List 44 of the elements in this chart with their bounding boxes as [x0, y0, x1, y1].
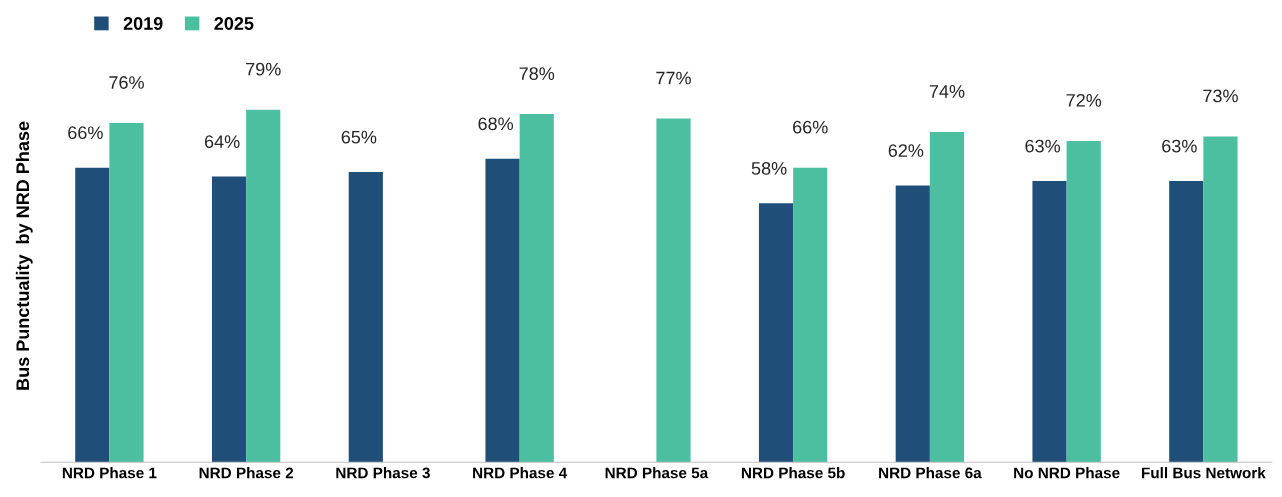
data-label: 76% — [109, 76, 144, 89]
x-tick-label: NRD Phase 5b — [741, 467, 845, 479]
data-label: 64% — [204, 135, 240, 149]
bar — [929, 131, 965, 463]
bar — [656, 118, 691, 463]
bar — [109, 123, 144, 463]
x-tick-label: NRD Phase 1 — [62, 467, 157, 479]
bar — [485, 158, 520, 463]
legend-label: 2019 — [123, 17, 163, 30]
data-label: 68% — [478, 117, 514, 131]
data-label: 77% — [656, 71, 691, 85]
data-label: 65% — [341, 130, 377, 144]
bar — [246, 109, 281, 463]
bar — [75, 167, 110, 463]
x-tick-label: NRD Phase 4 — [473, 467, 568, 479]
bar — [1032, 181, 1067, 463]
y-axis-title: Bus Punctuality by NRD Phase — [15, 121, 33, 390]
data-label: 73% — [1203, 89, 1238, 103]
data-label: 78% — [519, 67, 555, 80]
bar — [895, 185, 930, 463]
data-label: 79% — [246, 62, 281, 76]
x-tick-label: NRD Phase 6a — [879, 467, 982, 479]
x-tick-label: Full Bus Network — [1142, 467, 1266, 479]
data-label: 63% — [1025, 139, 1061, 153]
bar — [211, 176, 247, 463]
bar — [758, 203, 794, 463]
bar — [1066, 140, 1101, 463]
x-tick-label: NRD Phase 3 — [336, 467, 430, 479]
data-label: 72% — [1066, 93, 1102, 107]
bar — [793, 167, 828, 463]
bar — [1203, 136, 1238, 463]
data-label: 66% — [68, 126, 103, 140]
bar — [519, 114, 554, 463]
data-label: 63% — [1162, 139, 1197, 153]
x-tick-label: NRD Phase 5a — [605, 467, 709, 479]
data-label: 66% — [793, 120, 828, 134]
bar — [348, 172, 383, 463]
data-label: 62% — [888, 144, 924, 157]
x-tick-label: No NRD Phase — [1014, 467, 1120, 479]
legend-label: 2025 — [214, 17, 254, 30]
bar — [1169, 181, 1204, 463]
data-label: 74% — [929, 85, 965, 98]
data-label: 58% — [751, 162, 787, 175]
x-tick-label: NRD Phase 2 — [199, 467, 294, 479]
